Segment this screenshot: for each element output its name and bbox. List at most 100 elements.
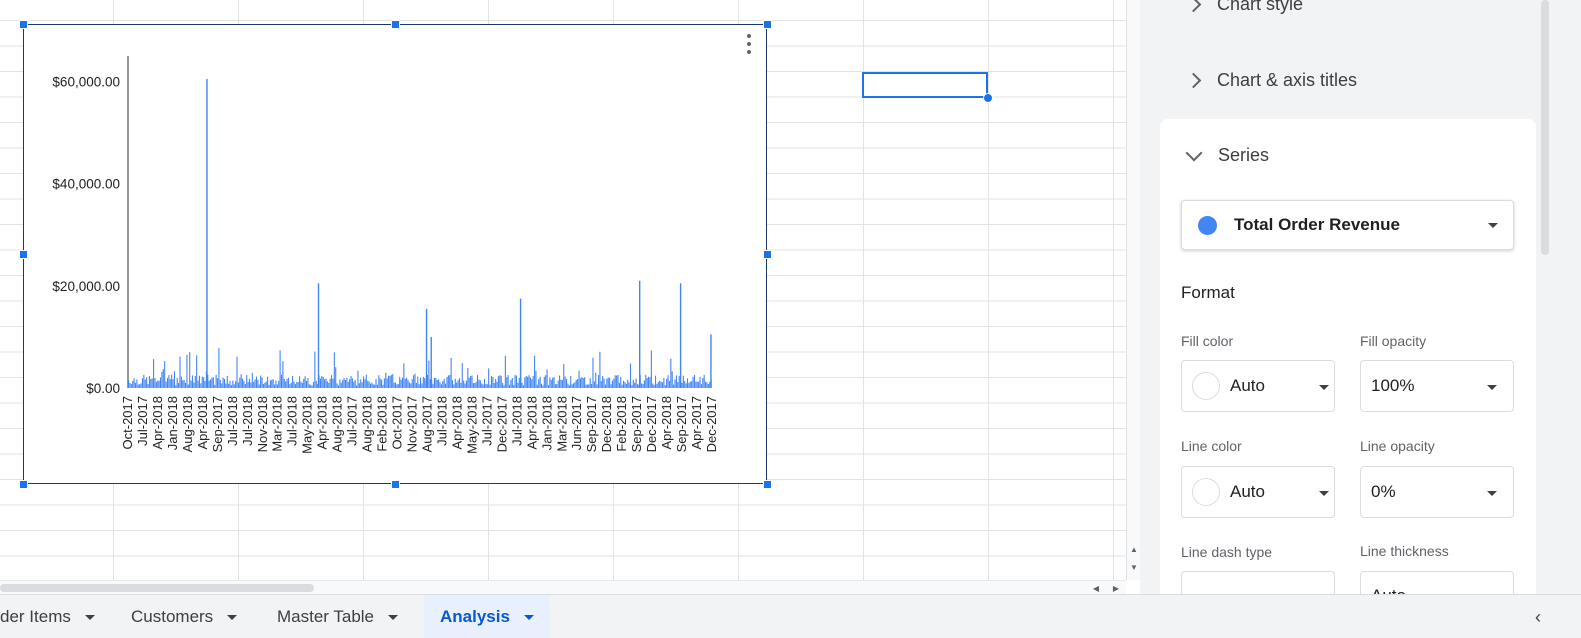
bar[interactable] xyxy=(670,359,671,388)
bar[interactable] xyxy=(235,381,236,388)
bar[interactable] xyxy=(601,381,602,388)
bar[interactable] xyxy=(342,380,343,388)
bar[interactable] xyxy=(166,382,167,388)
bar[interactable] xyxy=(611,384,612,388)
bar[interactable] xyxy=(349,379,350,388)
bar[interactable] xyxy=(141,383,142,388)
bar[interactable] xyxy=(142,378,143,388)
bar[interactable] xyxy=(551,380,552,388)
bar[interactable] xyxy=(309,384,310,388)
bar[interactable] xyxy=(669,381,670,388)
bar[interactable] xyxy=(466,381,467,388)
bar[interactable] xyxy=(674,380,675,389)
bar[interactable] xyxy=(150,379,151,388)
bar[interactable] xyxy=(156,382,157,388)
line-thickness-dropdown[interactable]: Auto xyxy=(1360,571,1514,594)
bar[interactable] xyxy=(656,384,657,388)
bar[interactable] xyxy=(496,382,497,388)
bar[interactable] xyxy=(357,371,358,388)
bar[interactable] xyxy=(199,376,200,388)
bar-peak[interactable] xyxy=(206,79,207,388)
bar[interactable] xyxy=(275,381,276,388)
bar[interactable] xyxy=(314,352,315,388)
bar[interactable] xyxy=(312,385,313,388)
bar[interactable] xyxy=(572,384,573,388)
bar[interactable] xyxy=(438,379,439,388)
bar[interactable] xyxy=(173,379,174,388)
collapse-sidebar-icon[interactable]: ‹ xyxy=(1535,607,1541,628)
scroll-up-icon[interactable]: ▲ xyxy=(1127,544,1141,556)
bar[interactable] xyxy=(542,385,543,388)
bar[interactable] xyxy=(374,385,375,388)
bar[interactable] xyxy=(257,380,258,388)
bar[interactable] xyxy=(134,378,135,388)
bar[interactable] xyxy=(284,379,285,388)
bar[interactable] xyxy=(217,378,218,388)
bar[interactable] xyxy=(245,384,246,388)
bar[interactable] xyxy=(566,379,567,388)
bar[interactable] xyxy=(645,375,646,388)
bar[interactable] xyxy=(261,377,262,388)
bar[interactable] xyxy=(709,382,710,388)
bar[interactable] xyxy=(673,384,674,388)
panel-scrollbar[interactable] xyxy=(1538,0,1552,594)
bar[interactable] xyxy=(146,377,147,388)
bar[interactable] xyxy=(230,381,231,388)
bar[interactable] xyxy=(210,379,211,388)
bar[interactable] xyxy=(663,378,664,388)
bar[interactable] xyxy=(307,378,308,388)
bar[interactable] xyxy=(409,382,410,388)
bar[interactable] xyxy=(196,355,197,388)
bar[interactable] xyxy=(136,379,137,388)
bar[interactable] xyxy=(218,348,219,388)
bar[interactable] xyxy=(590,378,591,388)
bar[interactable] xyxy=(191,381,192,388)
bar[interactable] xyxy=(341,383,342,388)
bar[interactable] xyxy=(613,379,614,388)
bar[interactable] xyxy=(484,379,485,388)
bar[interactable] xyxy=(473,383,474,388)
bar[interactable] xyxy=(167,378,168,388)
bar[interactable] xyxy=(665,385,666,388)
resize-handle-bottom-right[interactable] xyxy=(763,480,772,489)
bar[interactable] xyxy=(659,381,660,388)
bar[interactable] xyxy=(291,383,292,388)
tab-menu-caret-icon[interactable] xyxy=(524,615,534,620)
bar[interactable] xyxy=(442,381,443,388)
bar[interactable] xyxy=(249,379,250,388)
bar[interactable] xyxy=(266,382,267,388)
bar[interactable] xyxy=(328,383,329,388)
bar[interactable] xyxy=(406,378,407,388)
bar[interactable] xyxy=(405,379,406,388)
bar[interactable] xyxy=(540,377,541,388)
bar[interactable] xyxy=(691,381,692,388)
bar[interactable] xyxy=(131,384,132,388)
bar-peak[interactable] xyxy=(426,309,427,388)
bar[interactable] xyxy=(629,382,630,388)
bar[interactable] xyxy=(421,383,422,388)
bar[interactable] xyxy=(327,381,328,388)
bar[interactable] xyxy=(367,381,368,388)
bar[interactable] xyxy=(202,377,203,388)
bar[interactable] xyxy=(299,376,300,388)
bar[interactable] xyxy=(371,382,372,388)
bar[interactable] xyxy=(463,381,464,388)
bar[interactable] xyxy=(403,363,404,388)
bar[interactable] xyxy=(214,385,215,388)
bar[interactable] xyxy=(595,373,596,388)
bar[interactable] xyxy=(555,384,556,388)
bar[interactable] xyxy=(708,384,709,388)
bar[interactable] xyxy=(545,375,546,388)
bar[interactable] xyxy=(537,385,538,388)
bar[interactable] xyxy=(567,384,568,388)
bar[interactable] xyxy=(458,380,459,388)
bar[interactable] xyxy=(616,376,617,388)
resize-handle-bottom[interactable] xyxy=(391,480,400,489)
bar[interactable] xyxy=(313,382,314,388)
bar[interactable] xyxy=(228,384,229,388)
bar[interactable] xyxy=(135,383,136,388)
bar[interactable] xyxy=(519,378,520,388)
bar[interactable] xyxy=(350,376,351,388)
bar[interactable] xyxy=(402,378,403,388)
bar[interactable] xyxy=(494,383,495,388)
